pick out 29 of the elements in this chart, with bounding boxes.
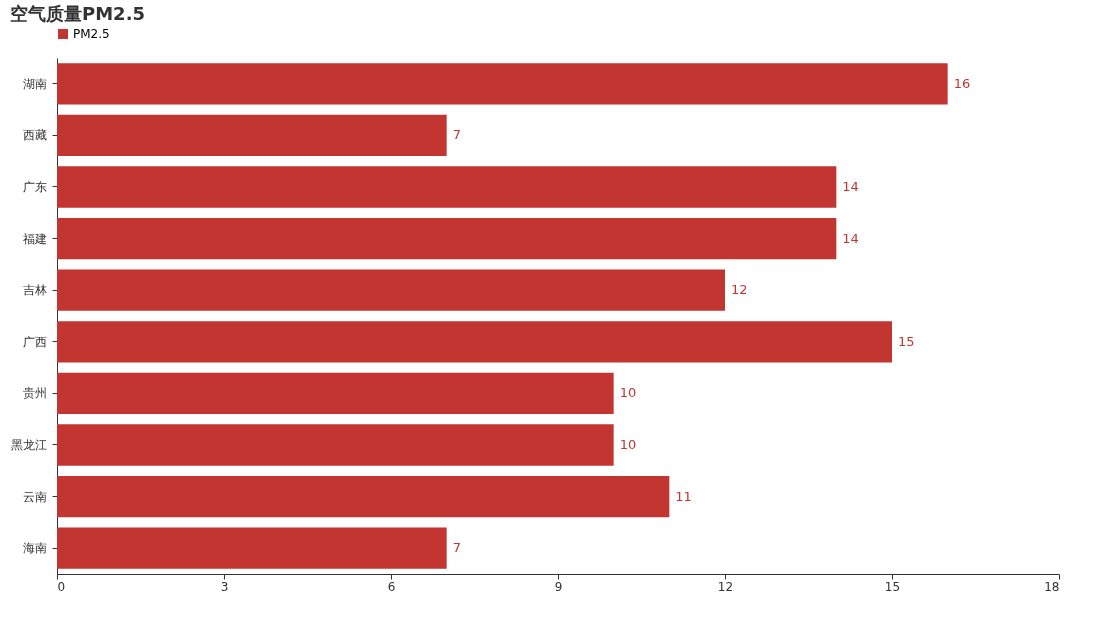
x-tick-label: 6 xyxy=(387,579,396,594)
x-tick-label: 15 xyxy=(884,579,901,594)
y-tick-label: 吉林 xyxy=(22,283,47,298)
y-tick-label: 云南 xyxy=(22,489,47,504)
data-label: 12 xyxy=(731,282,748,298)
y-tick-label: 湖南 xyxy=(22,76,47,91)
data-label: 11 xyxy=(675,488,692,504)
x-tick-label: 9 xyxy=(554,579,563,594)
data-label: 10 xyxy=(619,385,637,401)
chart-title: 空气质量PM2.5 xyxy=(10,3,145,24)
y-tick-label: 海南 xyxy=(22,541,47,556)
y-tick-label: 西藏 xyxy=(22,128,47,143)
y-tick-label: 福建 xyxy=(22,231,47,246)
x-tick-label: 18 xyxy=(1044,579,1060,594)
legend-label: PM2.5 xyxy=(73,27,110,41)
y-tick-label: 黑龙江 xyxy=(10,438,47,452)
data-label: 15 xyxy=(898,333,915,349)
data-label: 14 xyxy=(842,179,859,194)
y-tick-label: 贵州 xyxy=(22,386,47,401)
data-label: 7 xyxy=(452,540,461,556)
data-label: 10 xyxy=(619,437,637,452)
data-label: 16 xyxy=(953,75,971,91)
data-label: 7 xyxy=(452,127,461,143)
y-tick-label: 广西 xyxy=(22,334,47,349)
x-tick-label: 12 xyxy=(717,579,734,594)
y-tick-label: 广东 xyxy=(22,180,47,194)
x-tick-label: 0 xyxy=(57,579,66,594)
data-label: 14 xyxy=(842,230,859,246)
x-tick-label: 3 xyxy=(220,579,229,594)
